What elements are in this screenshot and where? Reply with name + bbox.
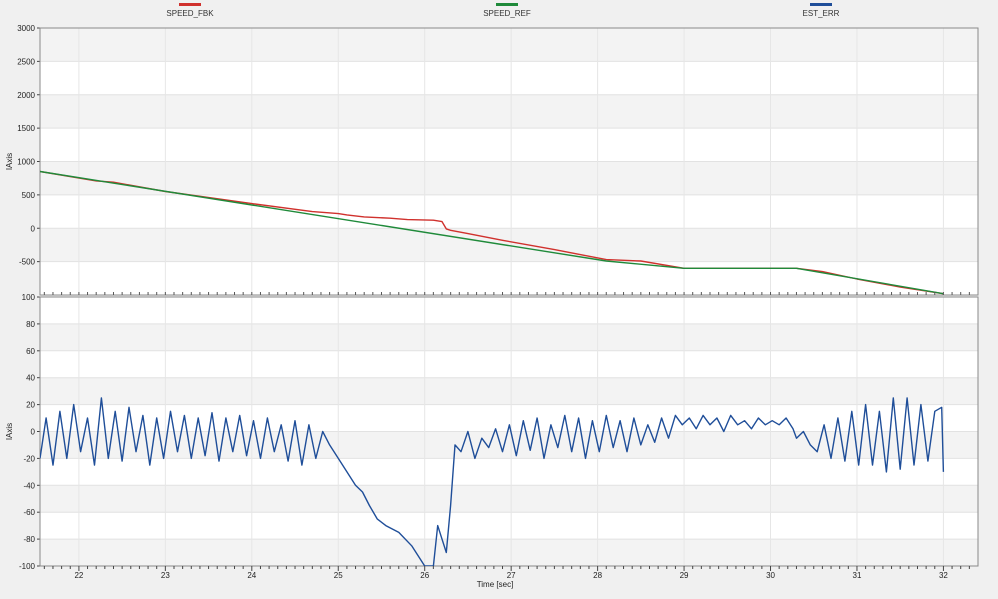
y-tick-label: 0 — [31, 428, 36, 437]
y-tick-label: 2500 — [17, 57, 35, 66]
y-tick-label: -20 — [23, 454, 35, 463]
grid-band — [40, 28, 978, 62]
legend-label-speed-fbk: SPEED_FBK — [166, 9, 214, 18]
y-tick-label: -60 — [23, 508, 35, 517]
y-tick-label: 1000 — [17, 158, 35, 167]
x-tick-label: 31 — [853, 571, 862, 580]
y-tick-label: 80 — [26, 320, 35, 329]
x-tick-label: 23 — [161, 571, 170, 580]
y-tick-label: 40 — [26, 374, 35, 383]
legend-swatch-speed-ref — [496, 3, 518, 6]
y-tick-label: 2000 — [17, 91, 35, 100]
grid-band — [40, 539, 978, 566]
x-tick-label: 28 — [593, 571, 602, 580]
series-line-est-err — [40, 397, 945, 566]
x-tick-label: 22 — [74, 571, 83, 580]
y-tick-label: 500 — [22, 191, 36, 200]
grid-band — [40, 161, 978, 195]
x-tick-label: 25 — [334, 571, 343, 580]
series-line-speed-ref — [40, 170, 944, 295]
y-axis-title-1: IAxis — [5, 153, 14, 170]
y-tick-label: 20 — [26, 401, 35, 410]
legend-label-est-err: EST_ERR — [802, 9, 840, 18]
x-tick-label: 30 — [766, 571, 775, 580]
x-tick-label: 27 — [507, 571, 516, 580]
legend-item-est-err[interactable]: EST_ERR — [761, 3, 881, 18]
grid-band — [40, 485, 978, 513]
grid-band — [40, 94, 978, 129]
x-axis-title: Time [sec] — [477, 580, 514, 589]
legend-item-speed-fbk[interactable]: SPEED_FBK — [130, 3, 250, 18]
x-tick-label: 29 — [680, 571, 689, 580]
x-tick-label: 32 — [939, 571, 948, 580]
plot-frame-2 — [39, 296, 979, 567]
legend-swatch-est-err — [810, 3, 832, 6]
legend-label-speed-ref: SPEED_REF — [483, 9, 531, 18]
y-tick-label: 1500 — [17, 124, 35, 133]
y-tick-label: -500 — [19, 258, 36, 267]
y-tick-label: -80 — [23, 535, 35, 544]
y-tick-label: 0 — [31, 224, 36, 233]
legend-item-speed-ref[interactable]: SPEED_REF — [447, 3, 567, 18]
legend: SPEED_FBK SPEED_REF EST_ERR — [0, 0, 998, 28]
legend-swatch-speed-fbk — [179, 3, 201, 6]
x-tick-label: 24 — [247, 571, 256, 580]
plot-frame-1 — [39, 27, 979, 296]
x-tick-label: 26 — [420, 571, 429, 580]
y-tick-label: 100 — [22, 293, 36, 302]
y-tick-label: 3000 — [17, 24, 35, 33]
grid-band — [40, 377, 978, 405]
grid-band — [40, 323, 978, 351]
y-axis-title-2: IAxis — [5, 423, 14, 440]
y-tick-label: -100 — [19, 562, 36, 571]
y-tick-label: 60 — [26, 347, 35, 356]
y-tick-label: -40 — [23, 481, 35, 490]
